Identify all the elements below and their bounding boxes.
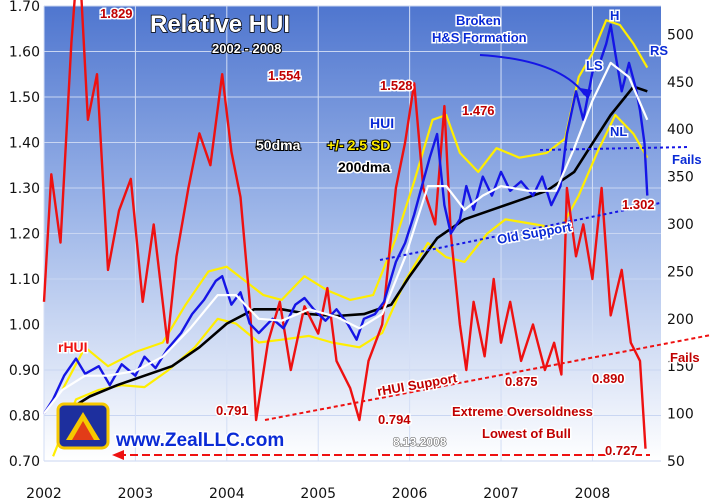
left-axis-tick-label: 1.40 [9, 136, 40, 152]
annotation-h: H [610, 8, 619, 23]
series-line-50dma [43, 61, 649, 415]
legend-rhui: rHUI [58, 339, 88, 355]
series-layer [42, 0, 649, 457]
right-axis-tick-label: 100 [667, 407, 694, 423]
left-axis-tick-label: 0.80 [9, 409, 40, 425]
series-line--2-5-sd [61, 19, 649, 391]
x-axis-tick-label: 2007 [483, 486, 519, 502]
website-link[interactable]: www.ZealLLC.com [114, 429, 286, 453]
lowest-of-bull-arrowhead [112, 450, 124, 460]
annotation-rs: RS [650, 43, 668, 58]
annotation-oversold: Extreme Oversoldness [452, 404, 593, 419]
annotation-ls: LS [586, 58, 603, 73]
annotation-1476: 1.476 [462, 103, 495, 118]
x-axis-ticks: 2002 2003 2004 2005 2006 2007 2008 [26, 486, 610, 502]
series-line-hui [42, 23, 649, 415]
annotation-1829: 1.829 [100, 6, 133, 21]
annotation-fails-top: Fails [672, 152, 702, 167]
annotation-0727: 0.727 [605, 443, 638, 458]
left-axis-tick-label: 1.00 [9, 318, 40, 334]
right-axis-tick-label: 200 [667, 312, 694, 328]
legend-sd: +/- 2.5 SD [327, 137, 390, 153]
right-axis-tick-label: 400 [667, 122, 694, 138]
x-axis-tick-label: 2004 [209, 486, 245, 502]
annotation-hs-line1: Broken [456, 13, 501, 28]
gridlines [43, 5, 661, 462]
hs-arrowhead [580, 88, 592, 100]
legend-50dma: 50dma [256, 137, 301, 153]
x-axis-tick-label: 2005 [300, 486, 336, 502]
left-axis-tick-label: 0.90 [9, 363, 40, 379]
neckline [539, 146, 689, 151]
right-axis-tick-label: 500 [667, 27, 694, 43]
annotation-fails-bottom: Fails [670, 350, 700, 365]
annotation-0890: 0.890 [592, 371, 625, 386]
legend-hui: HUI [370, 115, 394, 131]
annotation-1528: 1.528 [380, 78, 413, 93]
annotation-1302: 1.302 [622, 197, 655, 212]
right-axis-tick-label: 50 [667, 454, 685, 470]
annotation-nl: NL [610, 124, 627, 139]
left-axis-ticks: 0.70 0.80 0.90 1.00 1.10 1.20 1.30 1.40 1.50 1.60… [9, 0, 40, 470]
x-axis-tick-label: 2002 [26, 486, 62, 502]
x-axis-tick-label: 2008 [575, 486, 611, 502]
annotation-0794: 0.794 [378, 412, 411, 427]
left-axis-tick-label: 1.50 [9, 90, 40, 106]
rhui-support-line [264, 334, 712, 421]
annotation-lowest: Lowest of Bull [482, 426, 571, 441]
left-axis-tick-label: 1.70 [9, 0, 40, 15]
right-axis-tick-label: 350 [667, 170, 694, 186]
left-axis-tick-label: 1.30 [9, 181, 40, 197]
left-axis-tick-label: 1.10 [9, 272, 40, 288]
x-axis-tick-label: 2006 [392, 486, 428, 502]
annotation-0875: 0.875 [505, 374, 538, 389]
annotation-0791: 0.791 [216, 403, 249, 418]
annotation-1554: 1.554 [268, 68, 301, 83]
annotation-date: 8.13.2008 [393, 435, 447, 449]
left-axis-tick-label: 1.60 [9, 45, 40, 61]
right-axis-tick-label: 300 [667, 217, 694, 233]
zeal-logo [56, 402, 110, 450]
right-axis-tick-label: 250 [667, 264, 694, 280]
right-axis-tick-label: 450 [667, 75, 694, 91]
left-axis-tick-label: 0.70 [9, 454, 40, 470]
legend-200dma: 200dma [338, 159, 390, 175]
hs-arrow [479, 54, 586, 96]
chart-title: Relative HUI [150, 11, 290, 38]
right-axis-ticks: 50 100 150 200 250 300 350 400 450 500 [667, 27, 694, 470]
right-axis-tick-label: 150 [667, 359, 694, 375]
series-line-rhui [42, 0, 647, 449]
annotation-hs-line2: H&S Formation [432, 30, 527, 45]
left-axis-tick-label: 1.20 [9, 227, 40, 243]
x-axis-tick-label: 2003 [118, 486, 154, 502]
chart-subtitle: 2002 - 2008 [212, 41, 281, 56]
